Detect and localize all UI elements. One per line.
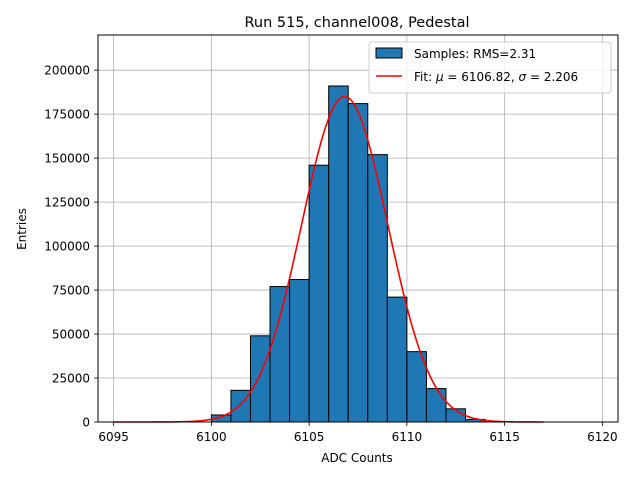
legend-swatch-samples: [375, 47, 403, 59]
histogram-bar: [308, 164, 330, 423]
y-tick-label: 200000: [44, 64, 90, 78]
x-axis-label: ADC Counts: [321, 451, 393, 465]
y-axis-label: Entries: [15, 208, 29, 250]
legend-fit-mu-symbol: μ: [435, 70, 444, 84]
y-tick-label: 100000: [44, 240, 90, 254]
histogram-bar: [347, 103, 369, 423]
x-tick-label: 6120: [587, 430, 618, 444]
legend: Samples: RMS=2.31 Fit: μ = 6106.82, σ = …: [368, 41, 612, 94]
legend-fit-mu-text: = 6106.82,: [444, 70, 519, 84]
y-tick-label: 150000: [44, 152, 90, 166]
x-tick-label: 6115: [489, 430, 520, 444]
histogram-bars: [210, 85, 506, 423]
legend-label-fit: Fit: μ = 6106.82, σ = 2.206: [414, 70, 578, 84]
legend-fit-sigma-symbol: σ: [519, 70, 527, 84]
x-tick-label: 6105: [294, 430, 325, 444]
histogram-bar: [425, 388, 447, 423]
histogram-bar: [289, 279, 310, 423]
legend-label-samples: Samples: RMS=2.31: [414, 47, 536, 61]
legend-fit-prefix: Fit:: [414, 70, 436, 84]
y-tick-label: 75000: [52, 284, 90, 298]
y-tick-label: 50000: [52, 328, 90, 342]
y-tick-label: 25000: [52, 372, 90, 386]
histogram-bar: [249, 335, 271, 423]
x-tick-label: 6110: [392, 430, 423, 444]
histogram-bar: [269, 286, 291, 423]
chart-title: Run 515, channel008, Pedestal: [244, 15, 469, 31]
y-tick-label: 175000: [44, 108, 90, 122]
x-tick-label: 6095: [98, 430, 129, 444]
x-axis-ticks: 6095 6100 6105 6110 6115 6120: [98, 422, 618, 444]
histogram-bar: [328, 85, 349, 423]
legend-fit-sigma-text: = 2.206: [526, 70, 578, 84]
y-tick-label: 125000: [44, 196, 90, 210]
x-tick-label: 6100: [196, 430, 227, 444]
y-tick-label: 0: [82, 416, 90, 430]
y-axis-ticks: 0 25000 50000 75000 100000 125000 150000 175000…: [44, 64, 98, 430]
plot-area-frame: [97, 34, 619, 423]
histogram-bar: [386, 296, 408, 423]
legend-box: [368, 41, 612, 94]
histogram-bar: [367, 154, 388, 423]
